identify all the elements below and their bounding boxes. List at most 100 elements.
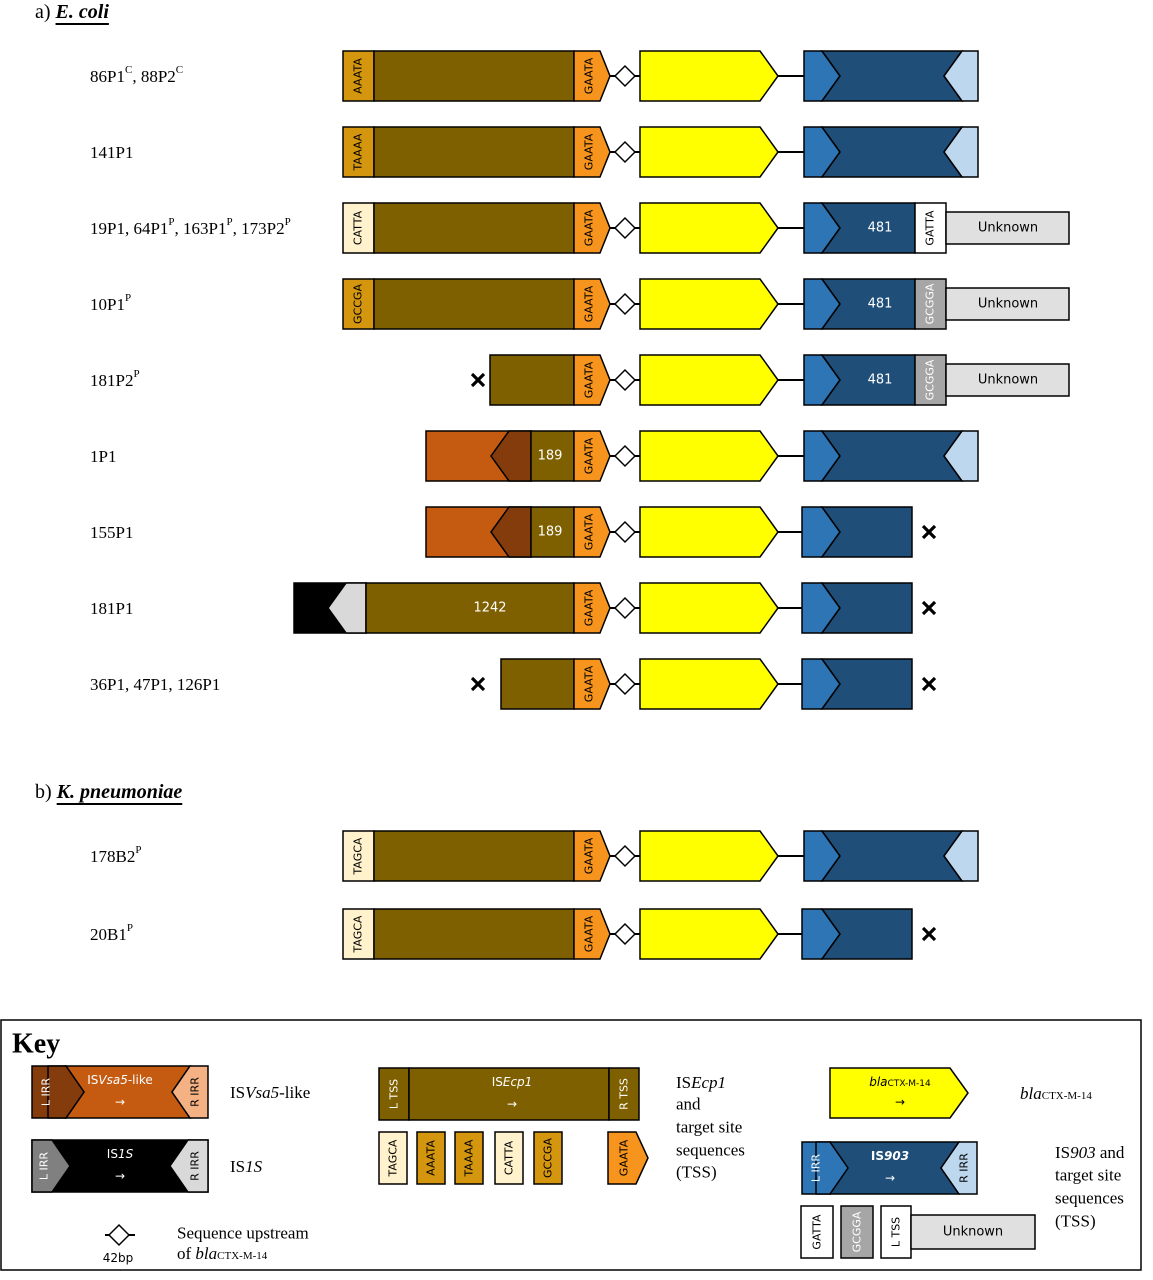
- isecp1-body-truncated: [489, 354, 575, 406]
- unknown-region: [945, 287, 1070, 321]
- gaata-text: GAATA: [583, 361, 596, 398]
- gaata-tss: [573, 582, 611, 634]
- key-bla-name: blaCTX-M-14: [869, 1075, 931, 1089]
- section-header: b) K. pneumoniae: [35, 781, 182, 803]
- left-tss: [342, 126, 375, 178]
- key-upstream-line2: of blaCTX-M-14: [177, 1244, 268, 1263]
- gaata-text: GAATA: [583, 915, 596, 952]
- key-is903-rirr-text: R IRR: [958, 1153, 971, 1183]
- bla-ctx-m-14-gene: [639, 50, 779, 102]
- gaata-text: GAATA: [583, 285, 596, 322]
- left-tss: [342, 202, 375, 254]
- gaata-tss: [573, 430, 611, 482]
- gaata-tss: [573, 126, 611, 178]
- is903-length: 481: [868, 373, 893, 388]
- key-is1s-desc: IS1S: [230, 1157, 263, 1176]
- upstream-42bp-diamond: [613, 520, 637, 544]
- key-isecp1-desc: ISEcp1: [676, 1073, 726, 1092]
- left-tss: [342, 278, 375, 330]
- isecp1-body-truncated: [500, 658, 575, 710]
- isolate-label: 181P1: [90, 599, 133, 618]
- isolate-label: 181P2P: [90, 368, 140, 390]
- gaata-text: GAATA: [583, 665, 596, 702]
- isolate-label: 20B1P: [90, 922, 133, 944]
- unknown-label: Unknown: [978, 297, 1038, 312]
- gaata-text: GAATA: [583, 133, 596, 170]
- key-is903-desc4: (TSS): [1055, 1212, 1096, 1231]
- is903-body: [820, 430, 964, 482]
- key-is903-desc2: target site: [1055, 1166, 1121, 1185]
- truncation-cross: [921, 524, 937, 540]
- isecp1-length: 189: [538, 525, 563, 540]
- upstream-42bp-diamond: [613, 216, 637, 240]
- gaata-tss: [573, 278, 611, 330]
- key-is1s-name: IS1S: [107, 1147, 134, 1161]
- key-isecp1-name: ISEcp1: [492, 1075, 533, 1089]
- gaata-tss: [573, 506, 611, 558]
- bla-ctx-m-14-gene: [639, 430, 779, 482]
- gaata-tss: [573, 202, 611, 254]
- is903-tss: [914, 202, 947, 254]
- is903-body-truncated: [820, 582, 913, 634]
- isolate-label: 141P1: [90, 143, 133, 162]
- is903-body: [820, 126, 964, 178]
- truncation-cross-stroke-b: [921, 524, 937, 540]
- truncation-cross-stroke-b: [921, 676, 937, 692]
- key-is903-name: IS903: [871, 1149, 909, 1163]
- isecp1-body-truncated: [365, 582, 575, 634]
- key-isecp1-body: [408, 1067, 610, 1121]
- key-is1s-rirr-text: R IRR: [189, 1151, 202, 1181]
- truncation-cross-stroke-b: [921, 600, 937, 616]
- key-isecp1-ltss: [378, 1067, 410, 1121]
- key-is903-tss-gatta: [800, 1205, 834, 1259]
- bla-ctx-m-14-gene: [639, 506, 779, 558]
- is903-tss-text: GATTA: [924, 210, 937, 246]
- upstream-42bp-diamond: [613, 292, 637, 316]
- bla-ctx-m-14-gene: [639, 202, 779, 254]
- key-tss-text: TAGCA: [387, 1139, 400, 1177]
- key-unknown-region: [910, 1214, 1036, 1250]
- isolate-label: 10P1P: [90, 292, 131, 314]
- bla-ctx-m-14-gene: [639, 126, 779, 178]
- key-is1s-arrow: →: [115, 1169, 125, 1183]
- bla-ctx-m-14-gene: [639, 908, 779, 960]
- unknown-region: [945, 211, 1070, 245]
- key-isvsa5-desc: ISVsa5-like: [230, 1083, 310, 1102]
- key-is903-arrow: →: [885, 1171, 895, 1185]
- isecp1-body: [373, 126, 575, 178]
- is903-body: [820, 202, 916, 254]
- key-tss-text: GCCGA: [542, 1138, 555, 1178]
- is903-body-truncated: [820, 658, 913, 710]
- isolate-label: 178B2P: [90, 844, 141, 866]
- key-isecp1-desc4: sequences: [676, 1141, 745, 1160]
- isvsa5-like-irr: [490, 430, 532, 482]
- key-isvsa5-rirr-text: R IRR: [189, 1077, 202, 1107]
- key-bla-gene: [829, 1067, 969, 1119]
- key-is903-desc3: sequences: [1055, 1189, 1124, 1208]
- is903-length: 481: [868, 221, 893, 236]
- is903-tss-text: GCGGA: [924, 359, 937, 400]
- bla-ctx-m-14-gene: [639, 658, 779, 710]
- key-isecp1-rtss: [608, 1067, 640, 1121]
- key-isecp1-arrow: →: [507, 1097, 517, 1111]
- key-title: Key: [12, 1029, 60, 1060]
- is903-right-irr: [943, 430, 979, 482]
- gaata-text: GAATA: [583, 513, 596, 550]
- gaata-text: GAATA: [583, 209, 596, 246]
- key-isvsa5-left-irr-tip: [47, 1065, 85, 1119]
- key-is903-ltss-text: L TSS: [890, 1217, 903, 1247]
- key-isecp1-desc3: target site: [676, 1118, 742, 1137]
- key-tss-box: [494, 1131, 524, 1185]
- key-isecp1-desc2: and: [676, 1095, 701, 1114]
- truncation-cross-stroke-b: [470, 372, 486, 388]
- isolate-label: 36P1, 47P1, 126P1: [90, 675, 220, 694]
- truncation-cross: [921, 600, 937, 616]
- isecp1-body: [373, 278, 575, 330]
- key-isecp1-desc5: (TSS): [676, 1163, 717, 1182]
- key-upstream-line1: Sequence upstream: [177, 1224, 309, 1243]
- left-tss-text: TAGCA: [352, 915, 365, 953]
- key-bla-desc: blaCTX-M-14: [1020, 1084, 1092, 1103]
- key-isecp1-ltss-text: L TSS: [388, 1079, 401, 1109]
- bla-ctx-m-14-gene: [639, 354, 779, 406]
- is903-right-irr: [943, 50, 979, 102]
